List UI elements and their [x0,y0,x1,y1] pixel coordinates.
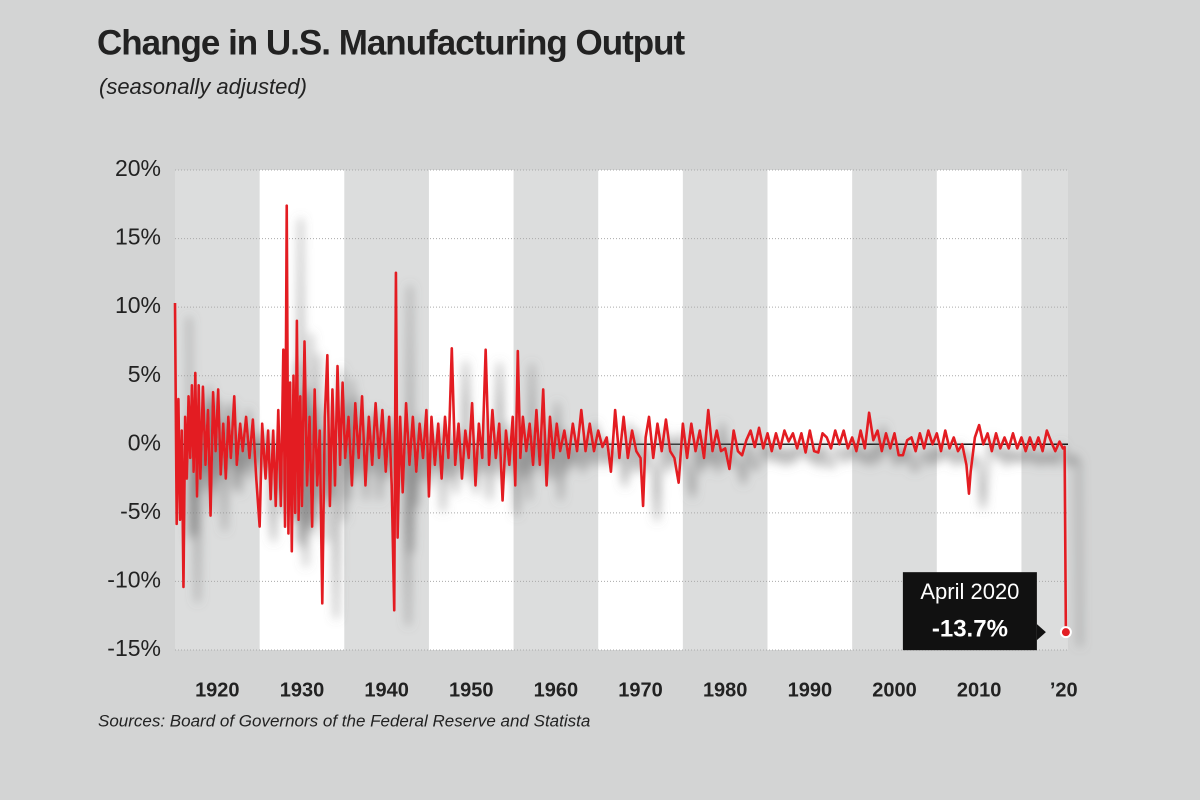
x-tick-label: ’20 [1050,679,1078,701]
y-tick-label: 20% [115,155,161,181]
band [259,170,345,650]
annotation-box [902,572,1037,651]
value-label: -13.7% [932,616,1008,643]
plot-area: -15% -10% -5% 0% 5% 10% 15% 20% 1920 1930 1940 1950… [107,155,1077,701]
x-tick-label: 2010 [957,679,1002,701]
x-tick-label: 1940 [364,679,409,701]
y-tick-label: -10% [107,567,161,593]
chart-title: Change in U.S. Manufacturing Output [97,23,686,62]
y-tick-label: -15% [107,635,161,661]
y-tick-label: 5% [128,361,161,387]
y-tick-label: 10% [115,292,161,318]
source: Sources: Board of Governors of the Feder… [98,711,590,730]
x-tick-label: 1950 [449,679,494,701]
band [936,170,1022,650]
x-tick-label: 2000 [872,679,917,701]
x-tick-label: 1970 [618,679,663,701]
band [598,170,683,650]
data-line [173,204,1068,633]
x-tick-label: 1980 [703,679,748,701]
x-tick-label: 1920 [195,679,240,701]
chart-subtitle: (seasonally adjusted) [99,74,307,99]
annotation-pointer [1036,624,1046,641]
x-tick-label: 1960 [534,679,579,701]
x-tick-label: 1930 [280,679,325,701]
band [767,170,853,650]
y-tick-label: 0% [128,429,161,455]
point [1059,626,1072,639]
y-tick-label: 15% [115,224,161,250]
annotation-text: April 2020 [920,579,1019,604]
y-tick-label: -5% [120,498,161,524]
x-tick-label: 1990 [788,679,833,701]
